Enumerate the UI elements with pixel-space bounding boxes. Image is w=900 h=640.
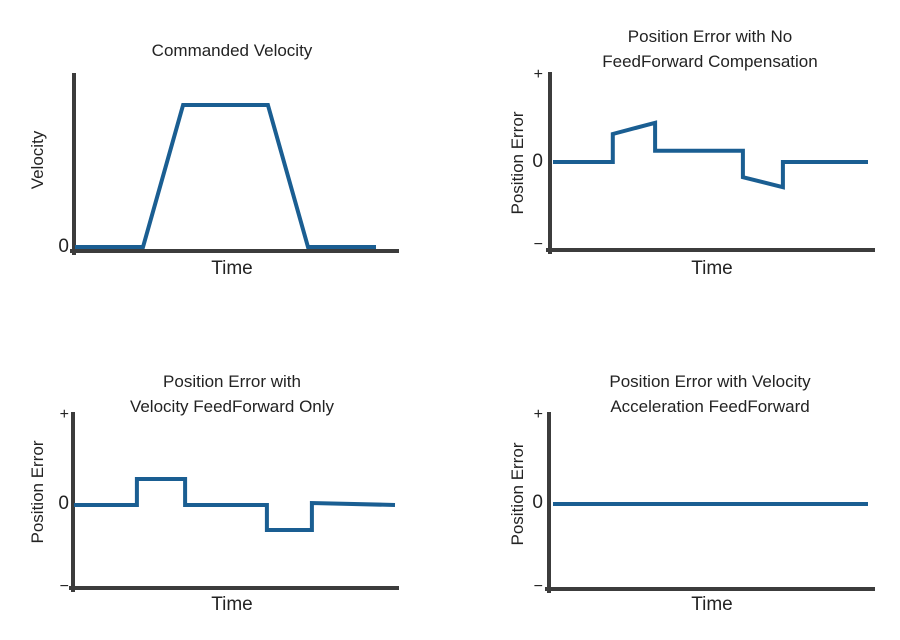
x-axis-label: Time bbox=[211, 594, 253, 615]
y-tick-zero: 0 bbox=[58, 493, 69, 514]
chart-title-line: Commanded Velocity bbox=[151, 41, 313, 60]
chart-title-line: FeedForward Compensation bbox=[602, 52, 818, 71]
chart-title-line: Position Error with Velocity bbox=[609, 372, 811, 391]
x-axis-label: Time bbox=[691, 258, 733, 279]
y-tick-plus: + bbox=[59, 406, 69, 423]
chart-title: Position Error with No FeedForward Compe… bbox=[510, 24, 900, 74]
y-tick-plus: + bbox=[533, 406, 543, 423]
chart-commanded-velocity: Commanded Velocity Velocity 0 Time bbox=[0, 0, 450, 320]
commanded-velocity-plot bbox=[70, 73, 399, 255]
x-axis-label: Time bbox=[691, 594, 733, 615]
chart-position-error-no-feedforward: Position Error with No FeedForward Compe… bbox=[450, 0, 900, 320]
position-error-curve bbox=[553, 120, 868, 190]
chart-title: Position Error with Velocity FeedForward… bbox=[32, 369, 432, 419]
chart-title-line: Position Error with No bbox=[627, 27, 793, 46]
chart-title-line: Position Error with bbox=[163, 372, 301, 391]
chart-position-error-velocity-acceleration-feedforward: Position Error with Velocity Acceleratio… bbox=[450, 320, 900, 640]
y-tick-zero: 0 bbox=[532, 151, 543, 172]
y-tick-plus: + bbox=[533, 66, 543, 83]
y-tick-zero: 0 bbox=[58, 236, 69, 257]
x-axis-label: Time bbox=[211, 258, 253, 279]
chart-title-line: Velocity FeedForward Only bbox=[129, 397, 335, 416]
chart-position-error-velocity-feedforward: Position Error with Velocity FeedForward… bbox=[0, 320, 450, 640]
chart-title: Position Error with Velocity Acceleratio… bbox=[510, 369, 900, 419]
position-error-velocity-feedforward-plot bbox=[69, 412, 399, 592]
y-tick-minus: − bbox=[533, 578, 543, 595]
position-error-velocity-acceleration-feedforward-plot bbox=[545, 412, 875, 593]
position-error-curve bbox=[74, 477, 396, 532]
position-error-no-feedforward-plot bbox=[546, 72, 875, 254]
y-tick-minus: − bbox=[533, 236, 543, 253]
chart-title-line: Acceleration FeedForward bbox=[610, 397, 810, 416]
chart-title: Commanded Velocity bbox=[32, 38, 432, 63]
velocity-curve bbox=[75, 103, 376, 249]
y-tick-minus: − bbox=[59, 578, 69, 595]
y-tick-zero: 0 bbox=[532, 492, 543, 513]
